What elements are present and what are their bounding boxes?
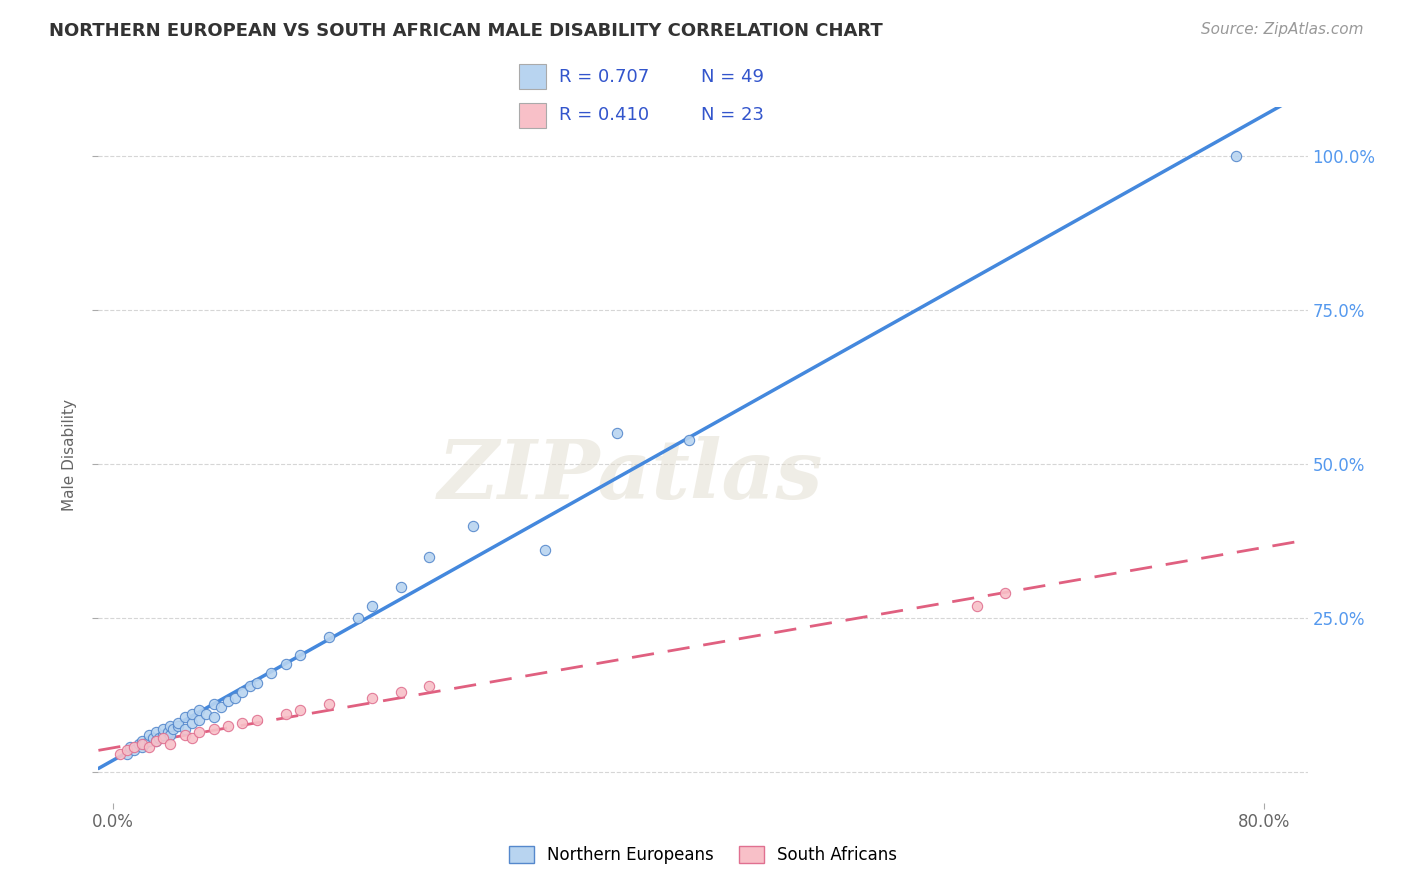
- Point: [120, 740, 142, 755]
- Point: [346, 611, 368, 625]
- FancyBboxPatch shape: [519, 63, 547, 89]
- Point: [209, 700, 232, 714]
- Point: [181, 706, 204, 721]
- Point: [181, 715, 204, 730]
- Point: [148, 731, 170, 746]
- Y-axis label: Male Disability: Male Disability: [62, 399, 77, 511]
- Point: [1225, 149, 1247, 163]
- Point: [138, 728, 160, 742]
- Point: [361, 691, 384, 706]
- Text: R = 0.707: R = 0.707: [558, 68, 650, 86]
- Point: [156, 725, 179, 739]
- Point: [966, 599, 988, 613]
- Point: [108, 747, 131, 761]
- Point: [217, 719, 239, 733]
- Point: [260, 666, 283, 681]
- Point: [274, 657, 297, 672]
- Point: [361, 599, 384, 613]
- Text: N = 49: N = 49: [702, 68, 763, 86]
- Point: [418, 549, 440, 564]
- Text: NORTHERN EUROPEAN VS SOUTH AFRICAN MALE DISABILITY CORRELATION CHART: NORTHERN EUROPEAN VS SOUTH AFRICAN MALE …: [49, 22, 883, 40]
- Point: [134, 737, 156, 751]
- Point: [145, 725, 167, 739]
- Text: N = 23: N = 23: [702, 106, 763, 124]
- Point: [188, 713, 211, 727]
- Point: [166, 715, 188, 730]
- Point: [224, 691, 246, 706]
- Point: [181, 731, 204, 746]
- Point: [173, 722, 195, 736]
- Point: [318, 630, 340, 644]
- Point: [131, 737, 153, 751]
- Point: [173, 728, 195, 742]
- Point: [159, 728, 181, 742]
- Point: [678, 433, 700, 447]
- Point: [128, 737, 150, 751]
- Point: [188, 725, 211, 739]
- Point: [418, 679, 440, 693]
- Text: R = 0.410: R = 0.410: [558, 106, 650, 124]
- Point: [288, 703, 311, 717]
- Point: [166, 719, 188, 733]
- Point: [131, 734, 153, 748]
- Point: [173, 709, 195, 723]
- Text: ZIPatlas: ZIPatlas: [437, 436, 823, 516]
- Point: [159, 737, 181, 751]
- Point: [274, 706, 297, 721]
- Point: [389, 580, 412, 594]
- Point: [124, 740, 146, 755]
- Point: [115, 743, 138, 757]
- Point: [461, 518, 484, 533]
- Point: [159, 719, 181, 733]
- FancyBboxPatch shape: [519, 103, 547, 128]
- Point: [131, 740, 153, 755]
- Point: [145, 734, 167, 748]
- Legend: Northern Europeans, South Africans: Northern Europeans, South Africans: [502, 839, 904, 871]
- Point: [246, 713, 269, 727]
- Point: [138, 734, 160, 748]
- Point: [152, 728, 174, 742]
- Point: [994, 586, 1017, 600]
- Point: [188, 703, 211, 717]
- Point: [246, 675, 269, 690]
- Point: [202, 722, 225, 736]
- Point: [115, 747, 138, 761]
- Point: [152, 731, 174, 746]
- Point: [124, 743, 146, 757]
- Point: [138, 740, 160, 755]
- Point: [231, 715, 253, 730]
- Point: [606, 426, 628, 441]
- Point: [162, 722, 184, 736]
- Point: [533, 543, 555, 558]
- Point: [152, 722, 174, 736]
- Point: [195, 706, 218, 721]
- Point: [231, 685, 253, 699]
- Point: [202, 698, 225, 712]
- Point: [202, 709, 225, 723]
- Point: [239, 679, 262, 693]
- Point: [217, 694, 239, 708]
- Point: [318, 698, 340, 712]
- Point: [389, 685, 412, 699]
- Text: Source: ZipAtlas.com: Source: ZipAtlas.com: [1201, 22, 1364, 37]
- Point: [288, 648, 311, 662]
- Point: [145, 734, 167, 748]
- Point: [142, 731, 165, 746]
